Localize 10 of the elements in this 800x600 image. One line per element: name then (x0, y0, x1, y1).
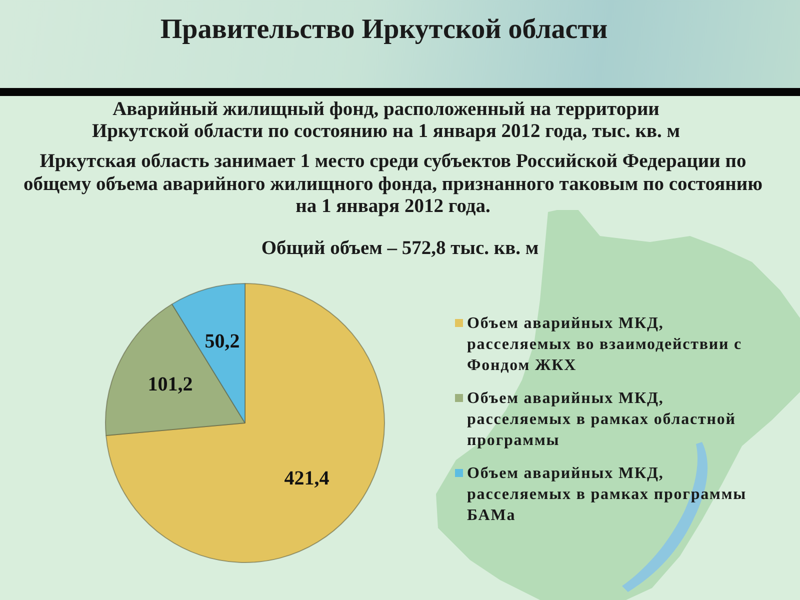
text: Правительство Иркутской области (159, 13, 609, 47)
text: Иркутская область занимает 1 место среди субъектов Российской Федерации по общему объема аварийного жилищного фонда, признанного таковым по состоянию на 1 января 2012 года. (22, 151, 764, 218)
legend-label: Объем аварийных МКД, расселяемых в рамках программы БАМа (467, 464, 748, 526)
text: Общий объем – 572,8 тыс. кв. м (260, 238, 540, 260)
data-label: 101,2 (148, 374, 193, 396)
data-label: 50,2 (204, 330, 240, 353)
data-label: 421,4 (284, 468, 330, 490)
legend-label: Объем аварийных МКД, расселяемых в рамках областной программы (467, 389, 737, 451)
chart-title: Аварийный жилищный фонд, расположенный на территории Иркутской области по состоянию на 1 января 2012 года, тыс. кв. м (90, 99, 682, 143)
legend-label: Объем аварийных МКД, расселяемых во взаимодействии с Фондом ЖКХ (467, 314, 744, 376)
